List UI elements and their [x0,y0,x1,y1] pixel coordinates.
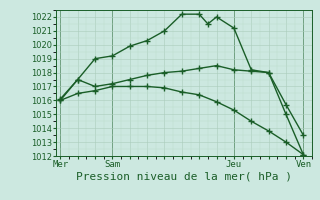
X-axis label: Pression niveau de la mer( hPa ): Pression niveau de la mer( hPa ) [76,172,292,182]
